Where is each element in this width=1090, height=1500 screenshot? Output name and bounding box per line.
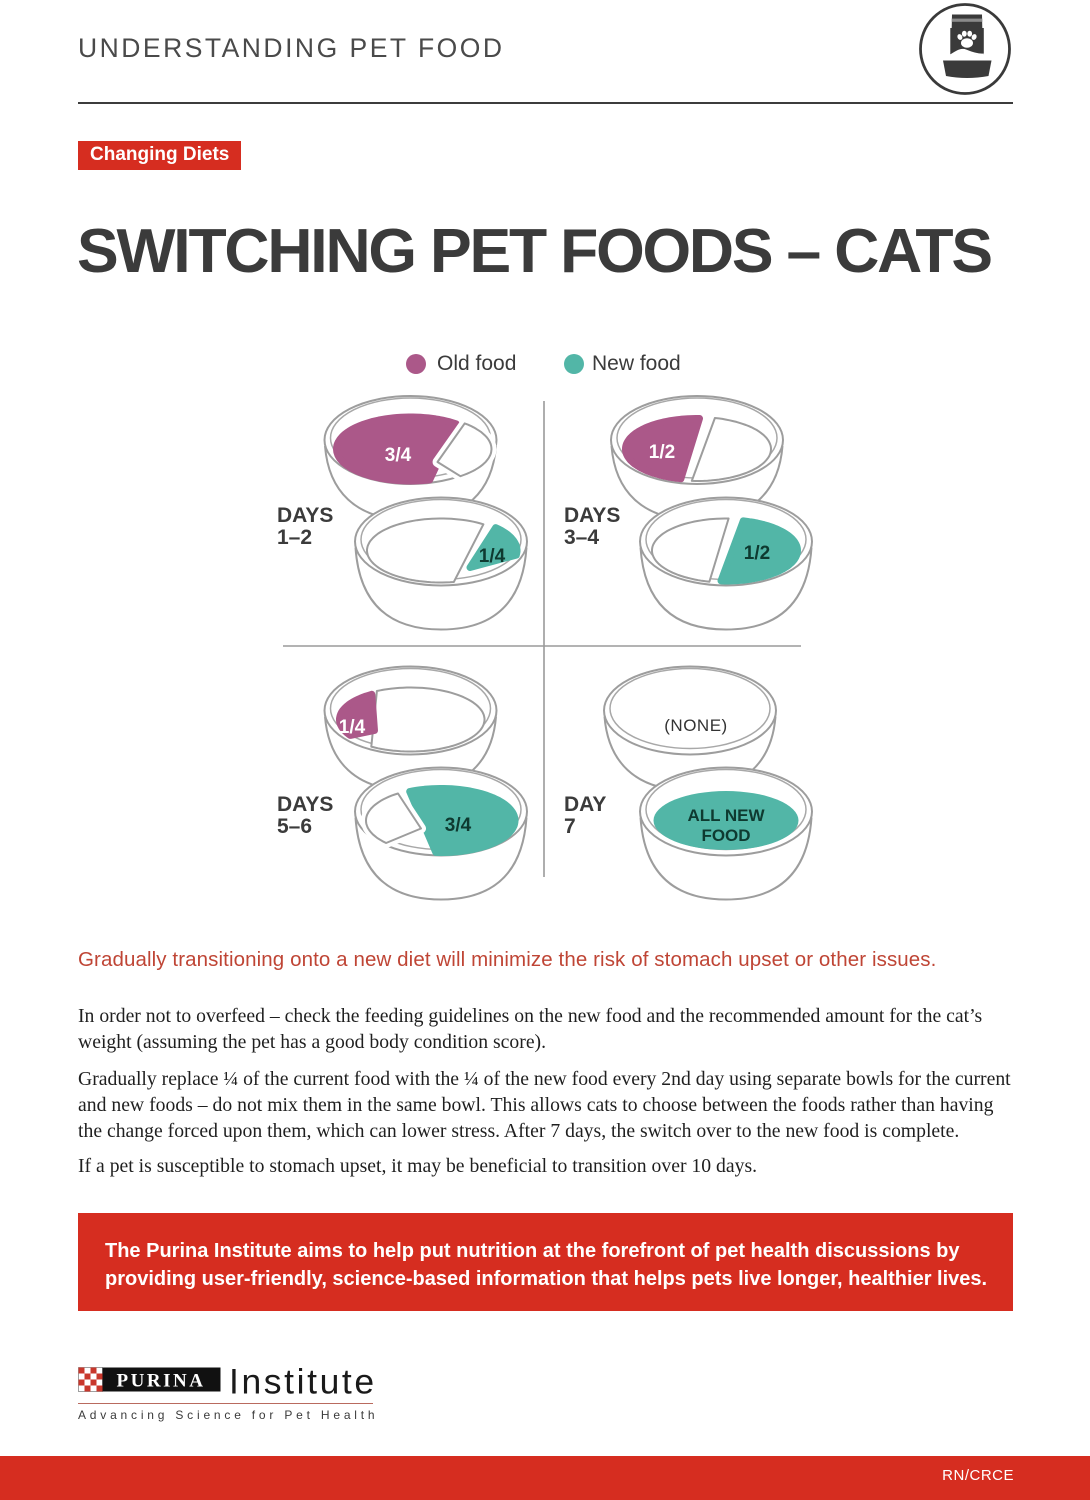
svg-text:ALL NEW: ALL NEW (687, 806, 765, 825)
svg-text:3/4: 3/4 (445, 815, 472, 836)
svg-text:FOOD: FOOD (701, 826, 750, 845)
svg-text:1/2: 1/2 (744, 543, 770, 564)
svg-text:3/4: 3/4 (385, 445, 412, 466)
svg-text:1/2: 1/2 (649, 442, 675, 463)
svg-text:1/4: 1/4 (479, 546, 506, 567)
svg-text:7: 7 (564, 815, 576, 838)
svg-text:3–4: 3–4 (564, 526, 599, 549)
svg-text:1/4: 1/4 (339, 717, 366, 738)
svg-text:1–2: 1–2 (277, 526, 312, 549)
svg-text:5–6: 5–6 (277, 815, 312, 838)
svg-text:PURINA: PURINA (117, 1371, 206, 1392)
svg-text:(NONE): (NONE) (664, 716, 727, 735)
svg-text:DAYS: DAYS (564, 504, 620, 527)
svg-text:DAYS: DAYS (277, 793, 333, 816)
svg-text:DAYS: DAYS (277, 504, 333, 527)
svg-text:Advancing Science for Pet Heal: Advancing Science for Pet Health (78, 1408, 378, 1422)
svg-text:Institute: Institute (229, 1366, 377, 1402)
svg-text:DAY: DAY (564, 793, 606, 816)
